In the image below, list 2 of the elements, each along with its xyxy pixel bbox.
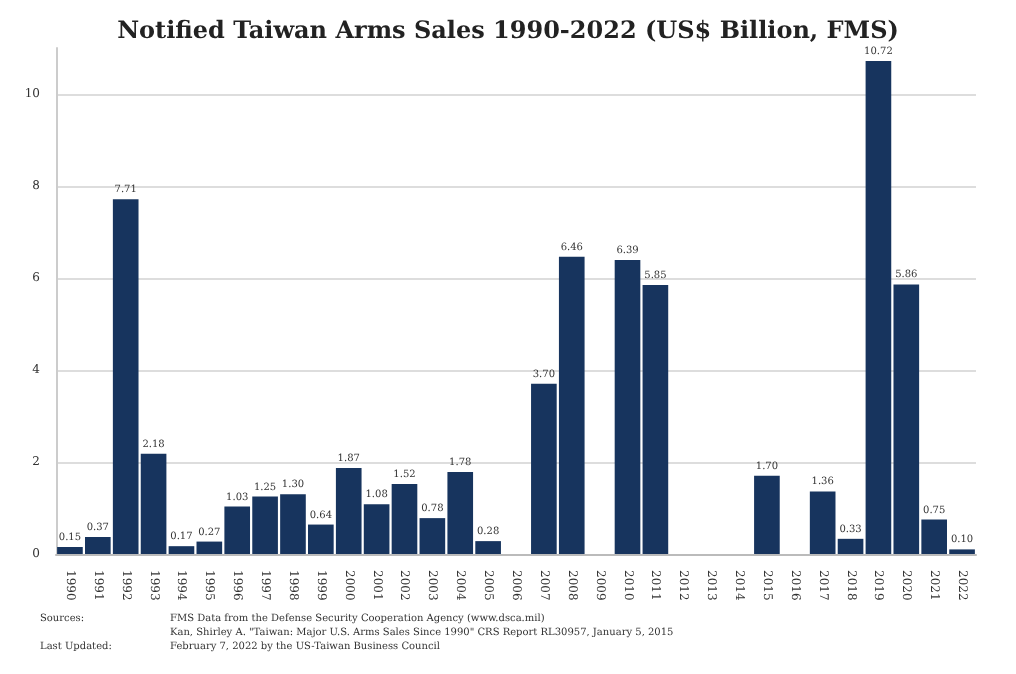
chart-title: Notified Taiwan Arms Sales 1990-2022 (US$ Billion, FMS)	[117, 16, 899, 44]
bar	[754, 475, 780, 554]
